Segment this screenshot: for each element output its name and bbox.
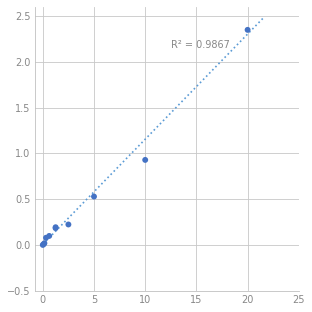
Point <box>53 225 58 230</box>
Point <box>66 222 71 227</box>
Point <box>53 226 58 231</box>
Point <box>43 235 48 240</box>
Point <box>245 27 250 32</box>
Point <box>41 242 46 247</box>
Point <box>47 233 52 238</box>
Point <box>143 158 148 163</box>
Point <box>40 242 45 247</box>
Point <box>91 194 96 199</box>
Point <box>42 241 47 246</box>
Text: R² = 0.9867: R² = 0.9867 <box>171 41 230 51</box>
